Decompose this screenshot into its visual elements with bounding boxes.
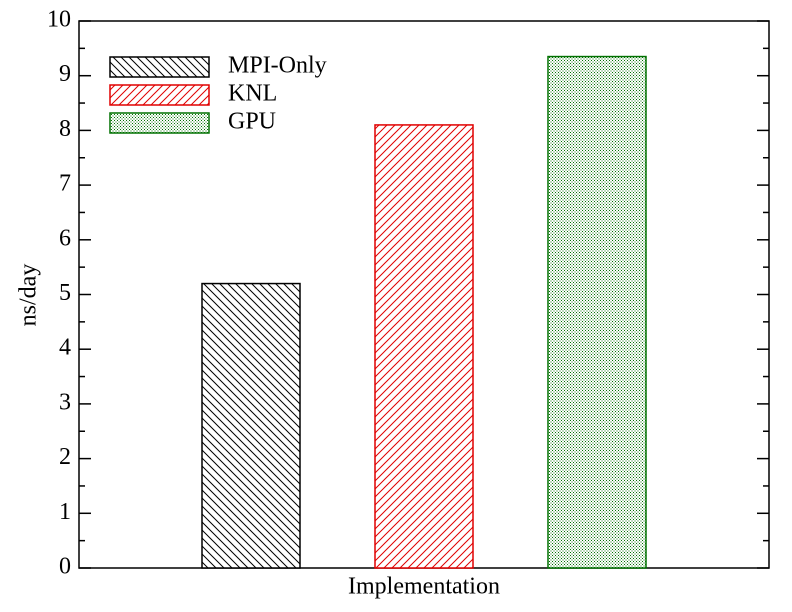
legend-swatch	[109, 112, 210, 134]
bar	[201, 282, 301, 569]
y-tick-label: 1	[59, 499, 71, 525]
y-tick-label: 7	[59, 171, 71, 197]
y-tick-label: 9	[59, 61, 71, 87]
y-tick-label: 4	[59, 335, 71, 361]
x-axis-label: Implementation	[348, 574, 500, 600]
bar	[374, 124, 474, 569]
bar	[547, 55, 647, 569]
legend-swatch	[109, 56, 210, 78]
y-tick-label: 5	[59, 280, 71, 306]
y-axis-label: ns/day	[16, 264, 42, 327]
y-tick-label: 3	[59, 389, 71, 415]
y-tick-label: 6	[59, 225, 71, 251]
y-tick-label: 10	[47, 7, 71, 33]
legend-label: KNL	[228, 81, 277, 107]
y-tick-label: 8	[59, 116, 71, 142]
legend-label: GPU	[228, 109, 276, 135]
y-tick-label: 2	[59, 444, 71, 470]
legend-swatch	[109, 84, 210, 106]
y-tick-label: 0	[59, 554, 71, 580]
legend-label: MPI-Only	[228, 53, 327, 79]
